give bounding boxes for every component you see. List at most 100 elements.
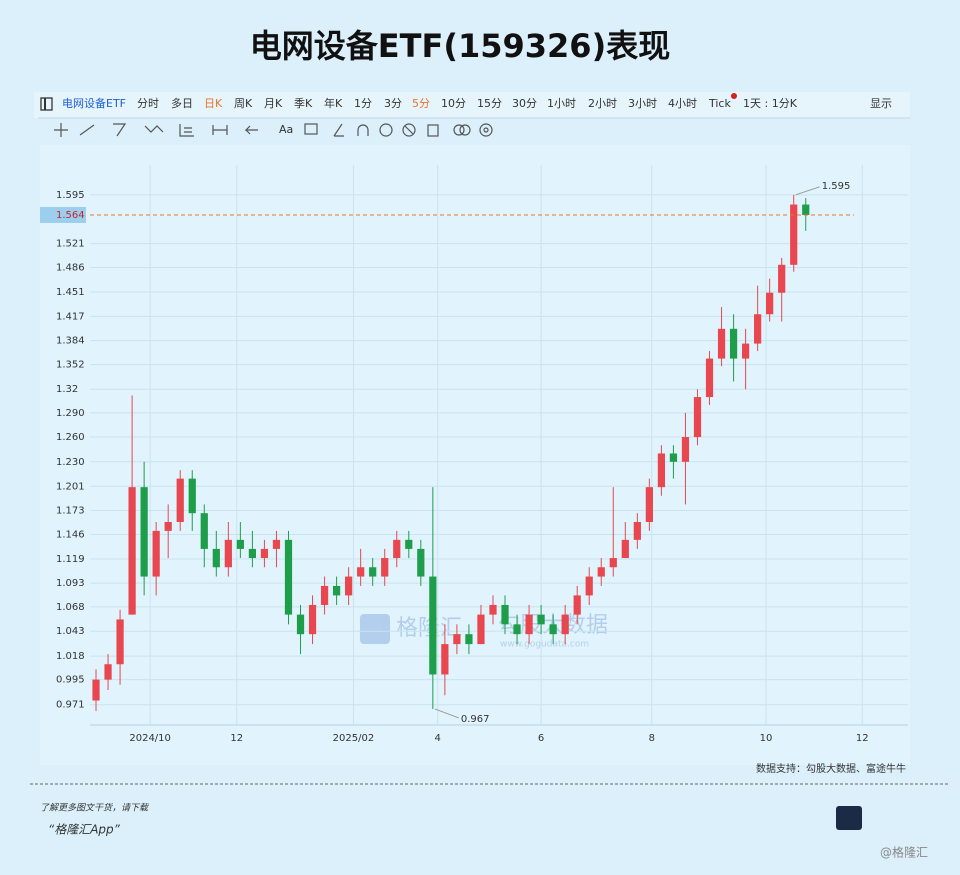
candle-body — [357, 567, 365, 577]
candle-body — [609, 558, 617, 568]
toolbar-item[interactable]: 年K — [324, 96, 343, 110]
toolbar-item[interactable]: 分时 — [137, 97, 159, 110]
candle-body — [140, 487, 148, 577]
candle-body — [429, 576, 437, 675]
candle-body — [116, 619, 124, 665]
toolbar-item[interactable]: 1分 — [354, 97, 372, 110]
toolbar-item[interactable]: 3小时 — [628, 97, 657, 110]
candle-body — [693, 397, 702, 438]
toolbar-item[interactable]: 周K — [234, 97, 253, 110]
candle-body — [525, 614, 533, 635]
source-note: 数据支持：勾股大数据、富途牛牛 — [756, 762, 906, 775]
tool-ray[interactable] — [113, 123, 127, 137]
y-tick-label: 1.32 — [56, 384, 78, 395]
candle-body — [717, 328, 726, 359]
footer-logo — [836, 806, 862, 830]
watermark-url: www.gogudata.com — [500, 640, 589, 650]
x-tick-label: 6 — [538, 733, 544, 744]
toolbar-item[interactable]: 月K — [264, 97, 283, 110]
toolbar-item[interactable]: 1小时 — [547, 97, 576, 110]
candle-body — [417, 548, 425, 577]
footer-app: “格隆汇App” — [48, 823, 121, 837]
footer-prompt: 了解更多图文干货，请下载 — [40, 803, 149, 814]
tool-text[interactable]: Aa — [279, 123, 293, 136]
display-button[interactable]: 显示 — [870, 97, 892, 110]
candle-body — [754, 314, 762, 344]
toolbar-item[interactable]: 2小时 — [588, 97, 617, 110]
tool-compare[interactable] — [453, 124, 465, 136]
y-tick-label: 1.201 — [56, 481, 85, 492]
tool-arrow[interactable] — [244, 125, 258, 135]
x-tick-label: 10 — [760, 733, 773, 744]
toolbar-item[interactable]: 1天 : 1分K — [743, 97, 798, 110]
candle-body — [236, 539, 244, 549]
candle-body — [381, 558, 389, 577]
candle-body — [104, 664, 112, 680]
tool-hide[interactable] — [402, 123, 416, 137]
toolbar-item[interactable]: 3分 — [384, 97, 402, 110]
tool-lock[interactable] — [379, 123, 393, 137]
candle-body — [284, 539, 293, 615]
tool-delete[interactable] — [427, 124, 439, 137]
candle-body — [188, 478, 196, 514]
last-price-box — [40, 206, 86, 223]
candle-body — [224, 539, 232, 568]
candle-body — [164, 521, 172, 531]
tool-note[interactable] — [304, 123, 318, 135]
y-tick-label: 1.018 — [56, 651, 85, 662]
toolbar-item[interactable]: 多日 — [171, 96, 193, 110]
toolbar-item[interactable]: 电网设备ETF — [62, 96, 126, 110]
y-tick-label: 1.290 — [56, 408, 85, 419]
y-tick-label: 1.595 — [56, 190, 85, 201]
toolbar-item[interactable]: 15分 — [477, 97, 502, 110]
candle-body — [441, 644, 449, 675]
toolbar — [34, 92, 910, 118]
y-tick-label: 1.093 — [56, 578, 85, 589]
toolbar-item[interactable]: 季K — [294, 97, 313, 110]
y-tick-label: 1.451 — [56, 287, 85, 298]
candle-body — [621, 539, 629, 559]
tool-settings[interactable] — [479, 123, 493, 137]
low-leader — [434, 708, 460, 719]
sidebar-icon[interactable] — [40, 97, 53, 111]
candle-body — [453, 634, 461, 645]
plot: 1.595 1.521 1.486 1.451 1.417 1.384 1.352 1.32 1… — [40, 165, 908, 744]
candle-body — [778, 264, 786, 293]
candle-body — [405, 539, 413, 549]
high-leader — [795, 186, 820, 196]
y-tick-label: 0.971 — [56, 700, 85, 711]
tool-measure[interactable] — [212, 125, 228, 135]
candle-body — [645, 487, 653, 522]
toolbar-item[interactable]: 5分 — [412, 97, 430, 110]
toolbar-item[interactable]: 日K — [204, 97, 223, 110]
tool-wave[interactable] — [144, 125, 164, 133]
candle-body — [465, 634, 473, 645]
candle-body — [669, 453, 678, 462]
y-tick-label: 1.521 — [56, 239, 85, 250]
tool-line[interactable] — [79, 124, 95, 136]
toolbar-item[interactable]: Tick — [708, 97, 731, 110]
tool-magnet[interactable] — [357, 124, 369, 136]
y-tick-label: 1.173 — [56, 506, 85, 517]
toolbar-item[interactable]: 4小时 — [668, 97, 697, 110]
candle-body — [260, 548, 269, 559]
x-tick-label: 12 — [856, 733, 869, 744]
tool-angle[interactable] — [333, 123, 344, 137]
watermark-logo — [360, 614, 390, 644]
y-tick-label: 1.352 — [56, 360, 85, 371]
candle-body — [561, 614, 569, 635]
candle-body — [549, 624, 557, 635]
candle-body — [296, 614, 305, 635]
candle-body — [802, 204, 810, 215]
toolbar-item[interactable]: 30分 — [512, 97, 537, 110]
toolbar-item[interactable]: 10分 — [441, 97, 466, 110]
candle-body — [345, 576, 353, 596]
y-tick-label: 1.146 — [56, 529, 85, 540]
chart-panel — [40, 145, 910, 765]
last-price-label: 1.564 — [56, 210, 85, 221]
tool-move[interactable] — [54, 123, 68, 137]
tool-fib[interactable] — [179, 124, 194, 137]
candle-body — [272, 539, 281, 549]
footer-handle: @格隆汇 — [880, 845, 928, 860]
candle-body — [200, 513, 208, 549]
